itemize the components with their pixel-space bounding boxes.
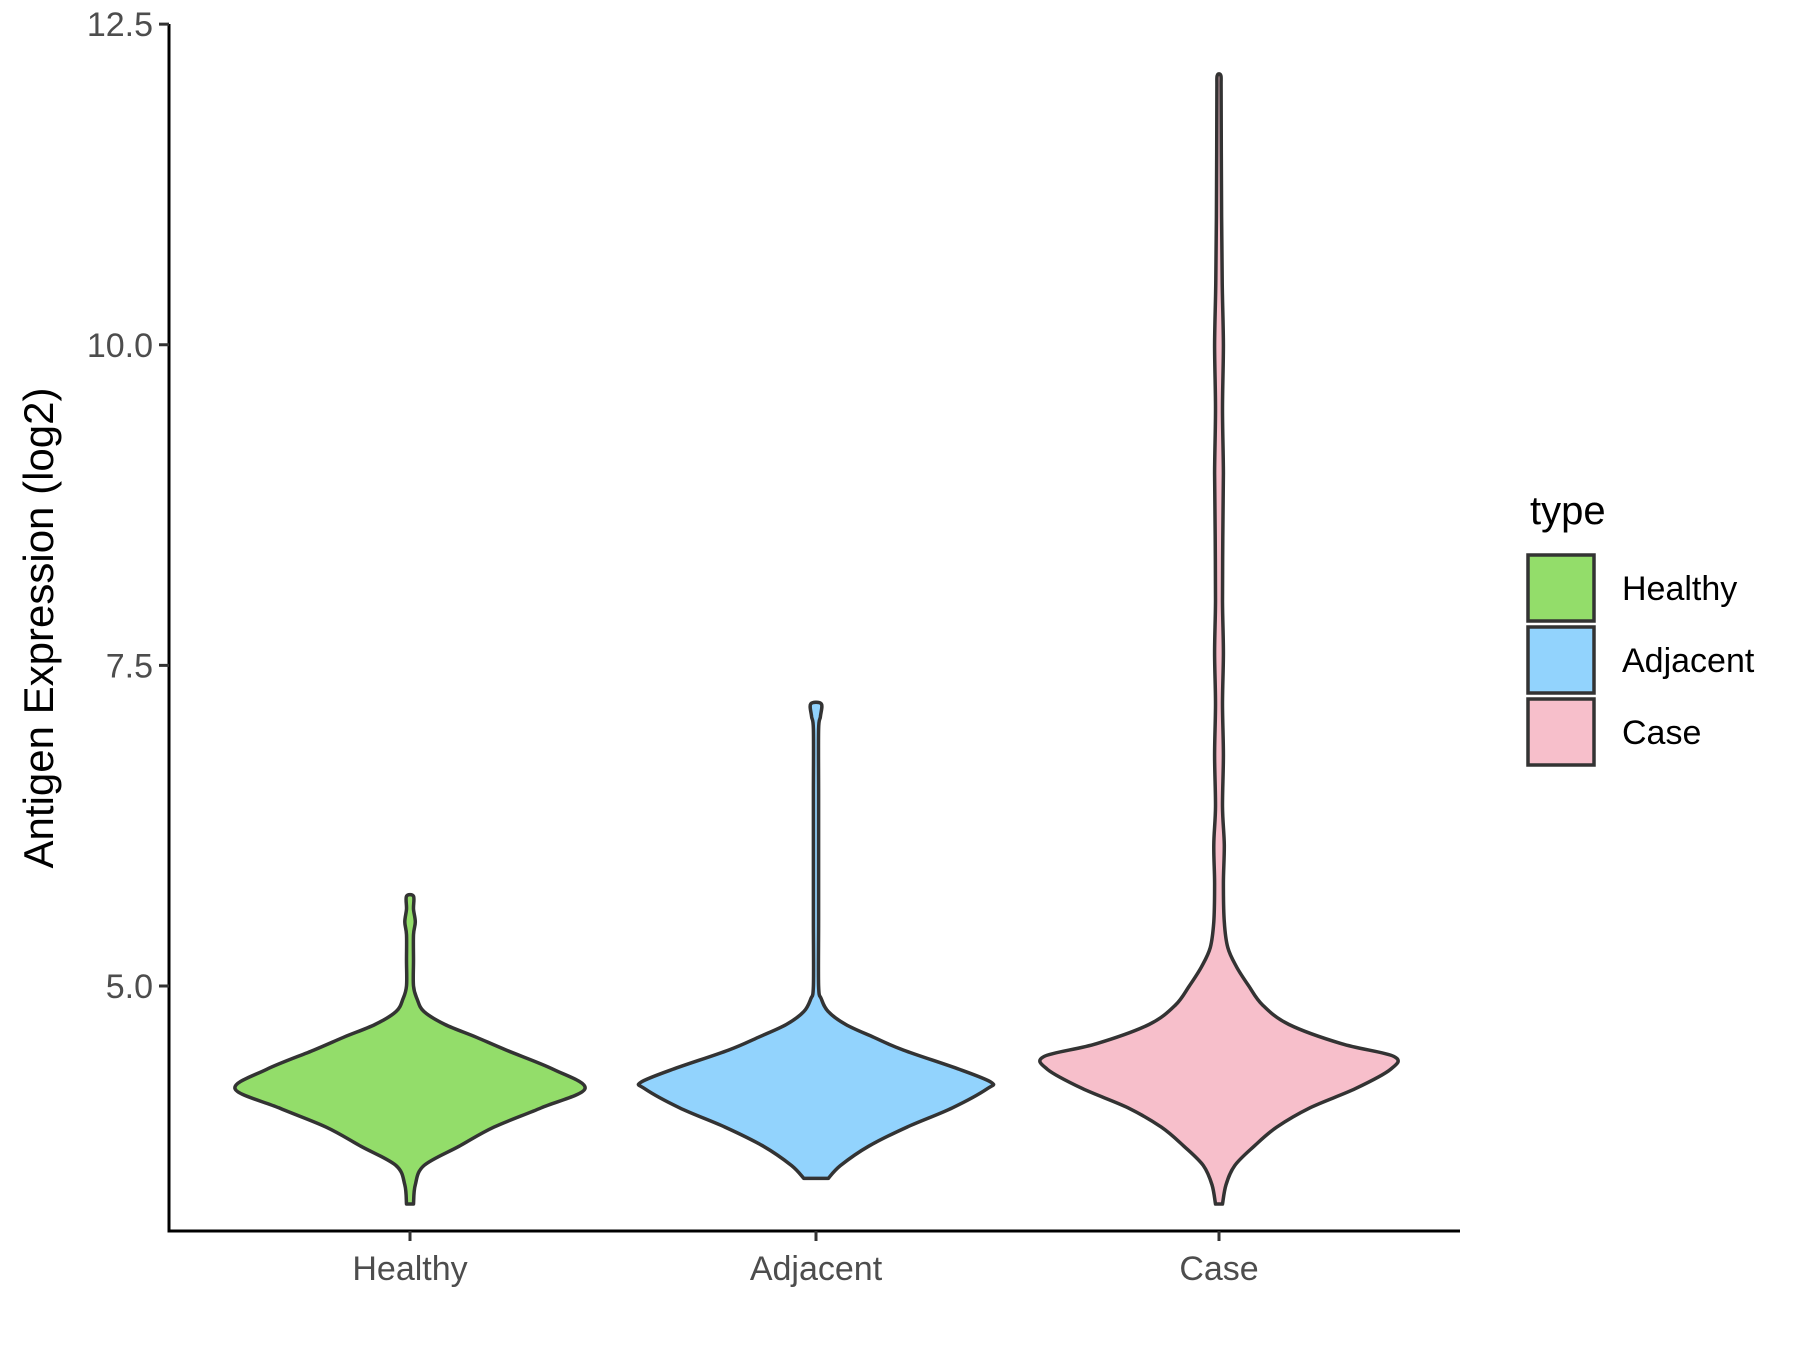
legend-label-case: Case bbox=[1622, 714, 1701, 752]
legend-title: type bbox=[1530, 489, 1606, 533]
y-tick-label: 5.0 bbox=[106, 968, 153, 1006]
y-tick-label: 12.5 bbox=[87, 6, 153, 44]
legend-key-adjacent bbox=[1526, 625, 1596, 695]
x-tick-label-case: Case bbox=[1179, 1250, 1258, 1288]
x-tick-label-healthy: Healthy bbox=[352, 1250, 467, 1288]
legend-label-healthy: Healthy bbox=[1622, 570, 1737, 608]
y-ticks: 5.0 7.5 10.0 12.5 bbox=[87, 6, 169, 1006]
legend-key-case bbox=[1526, 697, 1596, 767]
y-axis-title: Antigen Expression (log2) bbox=[15, 388, 62, 869]
violin-adjacent bbox=[636, 700, 996, 1181]
x-tick-label-adjacent: Adjacent bbox=[750, 1250, 883, 1288]
y-tick-label: 10.0 bbox=[87, 327, 153, 365]
violin-case bbox=[1038, 72, 1400, 1206]
legend-label-adjacent: Adjacent bbox=[1622, 642, 1755, 680]
legend-key-healthy bbox=[1526, 553, 1596, 623]
y-tick-label: 7.5 bbox=[106, 647, 153, 685]
legend-entries: Healthy Adjacent Case bbox=[1526, 553, 1755, 767]
violins-layer bbox=[233, 72, 1400, 1206]
axes-layer bbox=[167, 24, 1460, 1233]
x-ticks: Healthy Adjacent Case bbox=[352, 1231, 1259, 1288]
violin-healthy bbox=[233, 892, 587, 1206]
legend: type Healthy Adjacent Case bbox=[1526, 489, 1755, 767]
